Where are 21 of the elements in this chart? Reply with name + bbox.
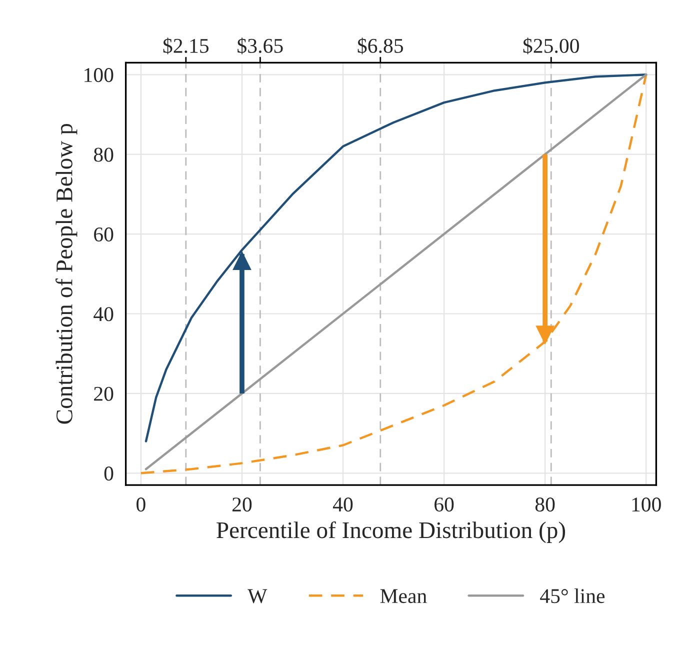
annotation: $3.65 xyxy=(238,38,283,54)
legend-label: Mean xyxy=(380,589,427,604)
y-tick-label: 40 xyxy=(94,307,114,322)
x-tick-label: 80 xyxy=(535,498,555,512)
legend-label: 45° line xyxy=(540,588,605,604)
y-tick-label: 20 xyxy=(94,386,114,401)
annotation: $2.15 xyxy=(163,38,209,54)
x-axis-title: Percentile of Income Distribution (p) xyxy=(216,521,566,544)
x-tick-label: 60 xyxy=(434,498,454,512)
y-tick-label: 60 xyxy=(94,227,114,242)
y-tick-label: 0 xyxy=(104,466,114,481)
x-tick-label: 100 xyxy=(632,498,661,512)
y-tick-label: 80 xyxy=(94,148,114,162)
x-tick-label: 0 xyxy=(136,498,146,512)
legend-label: W xyxy=(248,589,268,604)
y-tick-label: 100 xyxy=(84,68,114,82)
x-tick-label: 20 xyxy=(232,498,252,512)
x-tick-label: 40 xyxy=(333,498,353,512)
annotation: $25.00 xyxy=(523,38,579,54)
annotation: $6.85 xyxy=(358,38,404,54)
y-axis-title: Contribution of People Below p xyxy=(56,124,78,424)
